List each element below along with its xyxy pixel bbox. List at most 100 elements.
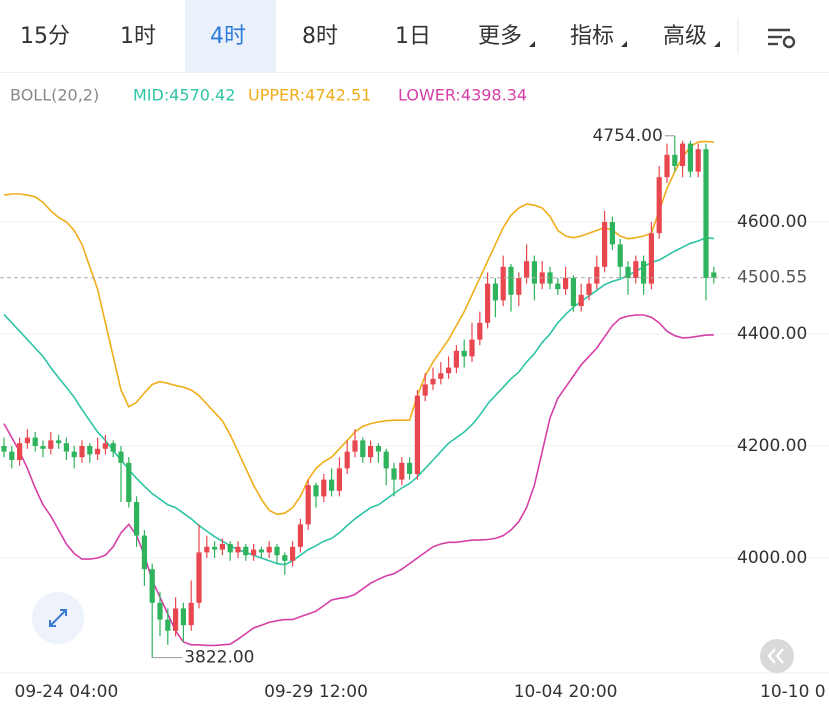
extreme-label: 3822.00 xyxy=(184,648,254,668)
legend-entry: UPPER:4742.51 xyxy=(248,86,371,105)
candle-body xyxy=(63,443,69,452)
y-tick-label: 4000.00 xyxy=(737,548,807,568)
candle-body xyxy=(633,261,639,278)
candle-body xyxy=(32,437,38,446)
candle-body xyxy=(196,552,202,603)
timeframe-tab[interactable]: 指标 xyxy=(570,24,614,49)
x-tick-label: 09-24 04:00 xyxy=(15,682,119,702)
candle-body xyxy=(594,266,600,284)
x-tick-label: 10-10 0 xyxy=(760,682,826,702)
candle-body xyxy=(570,278,576,306)
candle-body xyxy=(227,544,233,553)
last-price-label: 4500.55 xyxy=(737,268,807,288)
candle-body xyxy=(1,446,7,452)
candle-body xyxy=(641,261,647,284)
candle-body xyxy=(516,278,522,295)
candle-body xyxy=(56,440,62,444)
candle-body xyxy=(321,479,327,497)
candle-body xyxy=(24,437,30,444)
candle-body xyxy=(102,443,108,449)
timeframe-tab[interactable]: 8时 xyxy=(302,24,338,49)
candle-body xyxy=(243,546,249,556)
candle-body xyxy=(71,451,77,458)
boll-line xyxy=(3,140,714,516)
candle-body xyxy=(126,462,132,502)
dropdown-caret xyxy=(529,41,535,47)
candle-body xyxy=(446,367,452,374)
candle-body xyxy=(524,261,530,278)
candle-body xyxy=(251,549,257,556)
candle-body xyxy=(173,608,179,631)
candle-body xyxy=(430,378,436,385)
timeframe-tab[interactable]: 1日 xyxy=(395,24,431,49)
candle-body xyxy=(48,440,54,449)
candle-body xyxy=(391,468,397,480)
candle-body xyxy=(602,222,608,267)
candle-body xyxy=(204,546,210,553)
candle-body xyxy=(492,283,498,301)
candle-body xyxy=(188,602,194,626)
settings-icon[interactable] xyxy=(768,28,796,49)
x-tick-label: 10-04 20:00 xyxy=(514,682,618,702)
candle-body xyxy=(305,485,311,525)
candle-body xyxy=(157,602,163,620)
timeframe-tab[interactable]: 15分 xyxy=(20,24,70,49)
boll-line xyxy=(3,236,714,566)
candle-body xyxy=(141,535,147,570)
candle-body xyxy=(297,524,303,547)
candle-body xyxy=(664,154,670,178)
active-tab-bg xyxy=(185,0,276,72)
legend-entry: LOWER:4398.34 xyxy=(398,86,527,105)
timeframe-tab[interactable]: 1时 xyxy=(120,24,156,49)
candle-body xyxy=(687,143,693,172)
candle-body xyxy=(407,462,413,474)
candle-body xyxy=(40,446,46,449)
timeframe-tab[interactable]: 高级 xyxy=(663,24,707,49)
candle-body xyxy=(95,448,101,455)
candle-body xyxy=(235,546,241,553)
candle-body xyxy=(266,546,272,553)
candle-body xyxy=(344,451,350,469)
candle-body xyxy=(438,373,444,379)
candle-body xyxy=(9,451,15,460)
candle-body xyxy=(508,266,514,295)
expand-button[interactable] xyxy=(32,592,84,644)
extreme-label: 4754.00 xyxy=(592,126,662,146)
candle-body xyxy=(180,608,186,626)
candle-body xyxy=(469,339,475,357)
candle-body xyxy=(290,546,296,561)
candle-body xyxy=(695,149,701,172)
candle-body xyxy=(87,446,93,455)
candle-body xyxy=(680,143,686,166)
y-tick-label: 4400.00 xyxy=(737,324,807,344)
candle-body xyxy=(485,283,491,323)
candle-body xyxy=(282,555,288,561)
candle-body xyxy=(563,278,569,290)
candle-body xyxy=(118,451,124,463)
candle-body xyxy=(703,149,709,278)
y-tick-label: 4600.00 xyxy=(737,212,807,232)
candle-body xyxy=(711,272,717,278)
indicator-name: BOLL(20,2) xyxy=(10,86,99,105)
candle-body xyxy=(149,569,155,603)
candle-body xyxy=(212,546,218,550)
x-tick-label: 09-29 12:00 xyxy=(264,682,368,702)
candle-body xyxy=(110,443,116,452)
boll-line xyxy=(3,314,714,647)
candle-body xyxy=(360,440,366,458)
candle-body xyxy=(399,462,405,480)
timeframe-tab[interactable]: 4时 xyxy=(210,24,246,49)
candle-body xyxy=(500,266,506,301)
candle-body xyxy=(17,443,23,460)
dropdown-caret xyxy=(714,41,720,47)
scroll-latest-button[interactable] xyxy=(760,639,794,673)
candle-body xyxy=(477,322,483,340)
candle-body xyxy=(422,384,428,396)
candle-body xyxy=(578,294,584,306)
timeframe-tab[interactable]: 更多 xyxy=(478,24,522,49)
dropdown-caret xyxy=(621,41,627,47)
candle-body xyxy=(375,446,381,452)
candle-body xyxy=(625,266,631,278)
candle-body xyxy=(258,549,264,553)
candle-body xyxy=(656,177,662,234)
